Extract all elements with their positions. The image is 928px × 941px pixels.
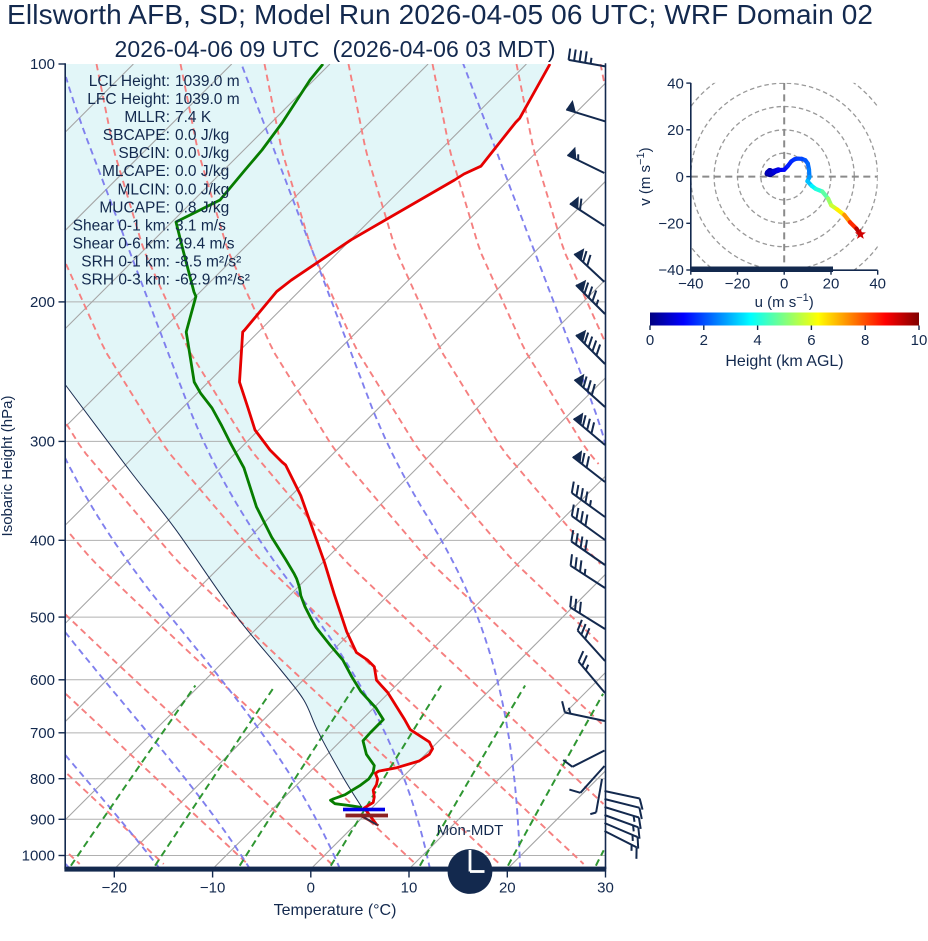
svg-text:SBCAPE:: SBCAPE:	[103, 127, 170, 144]
svg-text:4: 4	[753, 332, 761, 349]
svg-text:0.8 J/kg: 0.8 J/kg	[175, 199, 229, 216]
svg-text:2: 2	[700, 332, 708, 349]
svg-text:LFC Height:: LFC Height:	[87, 91, 170, 108]
svg-text:500: 500	[30, 609, 55, 626]
svg-text:1039.0 m: 1039.0 m	[175, 73, 240, 90]
svg-text:2026-04-06 09 UTC (2026-04-06: 2026-04-06 09 UTC (2026-04-06 03 MDT)	[115, 36, 556, 62]
svg-text:700: 700	[30, 725, 55, 742]
svg-text:MUCAPE:: MUCAPE:	[99, 199, 170, 216]
svg-text:0: 0	[307, 880, 315, 897]
svg-text:Temperature (°C): Temperature (°C)	[274, 902, 397, 919]
svg-text:0.0 J/kg: 0.0 J/kg	[175, 145, 229, 162]
svg-text:Mon-MDT: Mon-MDT	[437, 822, 504, 839]
svg-text:-8.5 m²/s²: -8.5 m²/s²	[175, 254, 241, 271]
svg-text:-62.9 m²/s²: -62.9 m²/s²	[175, 272, 250, 289]
svg-text:600: 600	[30, 672, 55, 689]
svg-text:SBCIN:: SBCIN:	[118, 145, 170, 162]
svg-text:8: 8	[861, 332, 869, 349]
svg-text:30: 30	[597, 880, 614, 897]
svg-text:400: 400	[30, 533, 55, 550]
svg-text:29.4 m/s: 29.4 m/s	[175, 236, 235, 253]
svg-text:MLLR:: MLLR:	[124, 109, 170, 126]
svg-text:200: 200	[30, 294, 55, 311]
svg-text:Height (km AGL): Height (km AGL)	[725, 353, 843, 370]
svg-text:6: 6	[807, 332, 815, 349]
svg-text:u (m s−1): u (m s−1)	[755, 292, 814, 311]
svg-text:40: 40	[667, 75, 684, 92]
svg-text:−20: −20	[102, 880, 127, 897]
svg-text:0: 0	[675, 169, 683, 186]
svg-text:−40: −40	[658, 262, 683, 279]
svg-text:SRH 0-1 km:: SRH 0-1 km:	[81, 254, 170, 271]
svg-text:7.4 K: 7.4 K	[175, 109, 212, 126]
svg-text:800: 800	[30, 771, 55, 788]
svg-text:900: 900	[30, 812, 55, 829]
svg-text:v (m s−1): v (m s−1)	[635, 147, 654, 205]
svg-text:LCL Height:: LCL Height:	[89, 73, 170, 90]
svg-text:0.0 J/kg: 0.0 J/kg	[175, 181, 229, 198]
svg-text:1000: 1000	[22, 848, 55, 865]
svg-text:10: 10	[911, 332, 928, 349]
svg-text:−10: −10	[200, 880, 225, 897]
svg-text:3.1 m/s: 3.1 m/s	[175, 217, 226, 234]
svg-text:Shear 0-1 km:: Shear 0-1 km:	[73, 217, 170, 234]
svg-text:SRH 0-3 km:: SRH 0-3 km:	[81, 272, 170, 289]
svg-text:20: 20	[499, 880, 516, 897]
svg-text:Ellsworth AFB, SD; Model Run 2: Ellsworth AFB, SD; Model Run 2026-04-05 …	[7, 0, 873, 30]
svg-text:Shear 0-6 km:: Shear 0-6 km:	[73, 236, 170, 253]
svg-text:10: 10	[401, 880, 418, 897]
svg-text:40: 40	[869, 276, 886, 293]
svg-text:−20: −20	[725, 276, 750, 293]
svg-text:20: 20	[823, 276, 840, 293]
svg-text:0.0 J/kg: 0.0 J/kg	[175, 127, 229, 144]
svg-text:0.0 J/kg: 0.0 J/kg	[175, 163, 229, 180]
svg-text:100: 100	[30, 56, 55, 73]
svg-text:0: 0	[780, 276, 788, 293]
svg-text:−20: −20	[658, 216, 683, 233]
svg-text:MLCAPE:: MLCAPE:	[102, 163, 170, 180]
svg-text:0: 0	[646, 332, 654, 349]
svg-text:MLCIN:: MLCIN:	[117, 181, 170, 198]
svg-text:1039.0 m: 1039.0 m	[175, 91, 240, 108]
svg-text:300: 300	[30, 434, 55, 451]
svg-text:Isobaric Height (hPa): Isobaric Height (hPa)	[0, 396, 16, 537]
svg-text:20: 20	[667, 122, 684, 139]
